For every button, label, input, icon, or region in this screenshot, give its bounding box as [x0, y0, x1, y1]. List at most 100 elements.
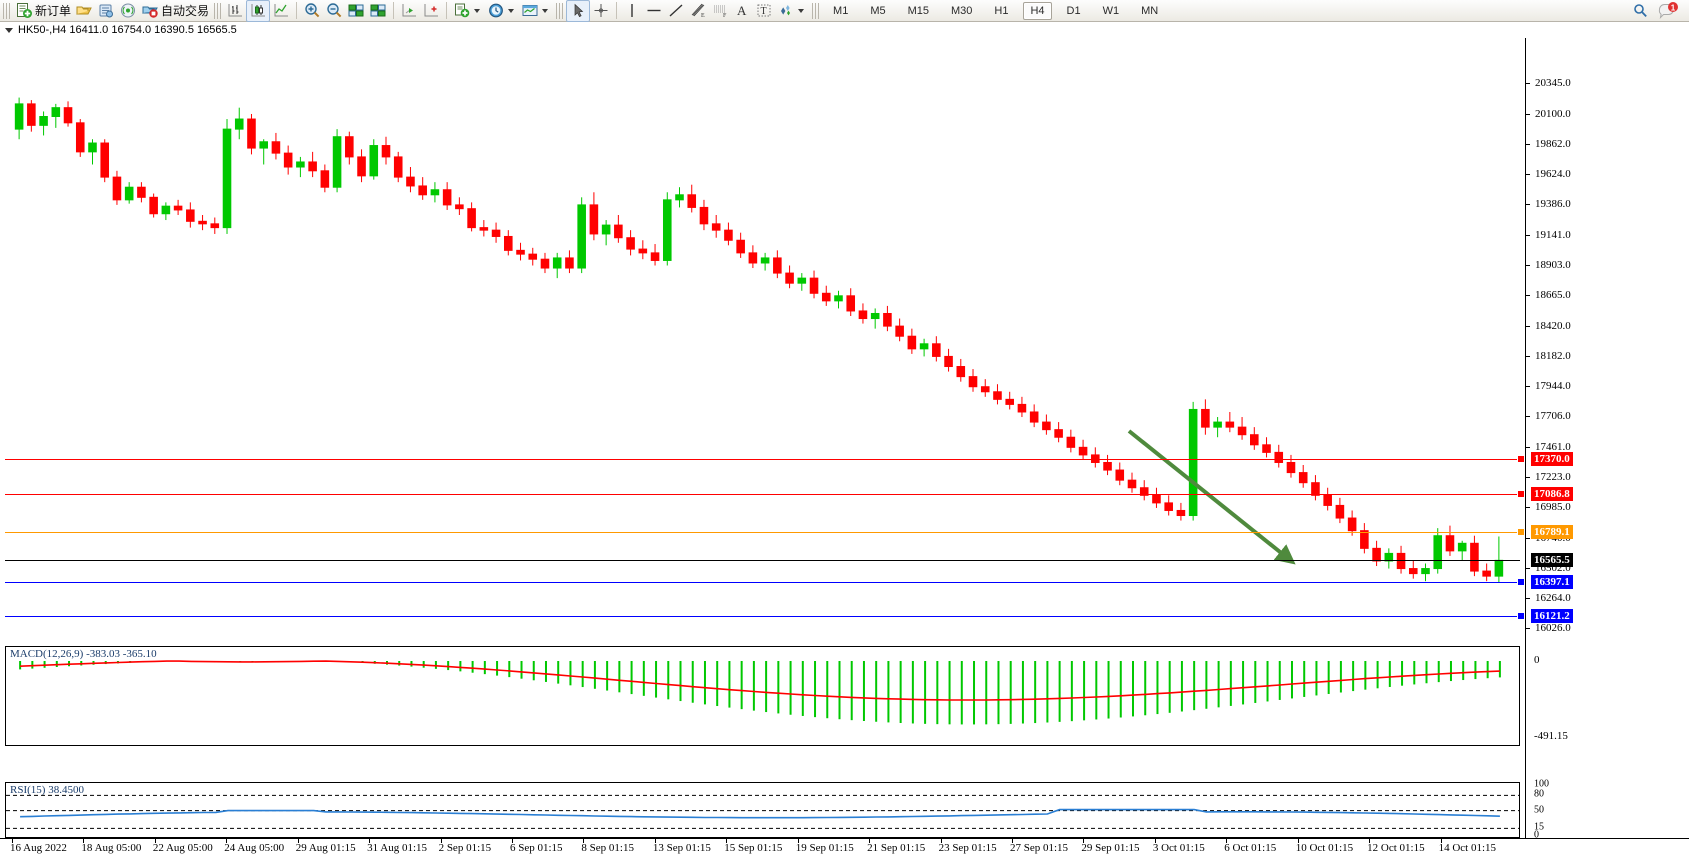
notifications-icon[interactable]: 1	[1657, 2, 1679, 19]
chart-area[interactable]: 20345.0 20100.0 19862.0 19624.0 19386.0 19141…	[0, 38, 1689, 859]
zoom-out-button[interactable]	[323, 1, 345, 21]
timeframe-h4[interactable]: H4	[1023, 1, 1052, 20]
period-button[interactable]	[485, 1, 519, 21]
time-tick	[726, 839, 728, 843]
price-axis-label: 17944.0	[1535, 380, 1571, 393]
print-preview-button[interactable]	[95, 1, 117, 21]
svg-text:F: F	[723, 13, 727, 19]
vertical-line-button[interactable]	[621, 1, 643, 21]
chart-shift-button[interactable]	[398, 1, 420, 21]
price-line-current-price[interactable]	[5, 560, 1520, 562]
price-plot[interactable]	[5, 38, 1525, 838]
price-tag-resistance-2[interactable]: 17086.8	[1531, 487, 1573, 502]
text-label-button[interactable]: T	[753, 1, 775, 21]
timeframe-w1[interactable]: W1	[1102, 4, 1120, 17]
timeframe-m30[interactable]: M30	[951, 4, 973, 17]
folder-button[interactable]	[73, 1, 95, 21]
candle-body	[589, 204, 599, 235]
add-indicator-button[interactable]	[451, 1, 485, 21]
chevron-down-icon[interactable]	[474, 8, 481, 13]
price-line-handle-support-2[interactable]	[1517, 612, 1525, 621]
price-axis-label: 18665.0	[1535, 289, 1571, 302]
page-title: HK50-,H4 16411.0 16754.0 16390.5 16565.5	[18, 24, 237, 36]
toolbar-grip[interactable]	[3, 2, 10, 19]
horizontal-line-button[interactable]	[643, 1, 665, 21]
search-icon[interactable]	[1631, 2, 1649, 19]
macd-signal-line	[20, 660, 1500, 701]
candle-body	[75, 122, 85, 153]
shapes-button[interactable]	[775, 1, 809, 21]
tile-windows-icon	[347, 2, 365, 19]
time-axis-label: 21 Sep 01:15	[867, 842, 926, 854]
timeframe-group: M1 M5 M15 M30 H1 H4 D1 W1 MN	[826, 1, 1165, 20]
candle-body	[1176, 509, 1186, 517]
cursor-button[interactable]	[566, 0, 591, 22]
price-tag-support-1[interactable]: 16397.1	[1531, 574, 1573, 589]
price-tag-resistance-1[interactable]: 17370.0	[1531, 451, 1573, 466]
zoom-in-button[interactable]	[301, 1, 323, 21]
line-chart-button[interactable]	[270, 1, 292, 21]
data-window-button[interactable]	[367, 1, 389, 21]
price-line-support-1[interactable]	[5, 581, 1520, 583]
crosshair-button[interactable]	[590, 1, 612, 21]
time-axis-label: 18 Aug 05:00	[81, 842, 142, 854]
price-line-pivot[interactable]	[5, 532, 1520, 534]
rsi-panel[interactable]: RSI(15) 38.4500	[5, 782, 1520, 838]
text-button[interactable]: A	[731, 1, 753, 21]
price-axis-label: 18182.0	[1535, 350, 1571, 363]
macd-panel[interactable]: MACD(12,26,9) -383.03 -365.10	[5, 646, 1520, 746]
price-line-resistance-1[interactable]	[5, 458, 1520, 460]
toolbar-grip-4[interactable]	[812, 2, 820, 19]
chevron-down-icon-3[interactable]	[542, 8, 549, 13]
toolbar-grip-3[interactable]	[556, 2, 564, 19]
timeframe-m15[interactable]: M15	[907, 4, 929, 17]
candlestick-chart-button[interactable]	[246, 0, 271, 22]
price-line-resistance-2[interactable]	[5, 494, 1520, 496]
auto-scroll-button[interactable]	[420, 1, 442, 21]
price-line-handle-resistance-2[interactable]	[1517, 490, 1525, 499]
price-tag-current-price[interactable]: 16565.5	[1531, 553, 1573, 568]
candlestick-series	[14, 97, 1504, 583]
time-tick	[1226, 839, 1228, 843]
candle-body	[785, 272, 794, 284]
timeframe-d1[interactable]: D1	[1066, 4, 1081, 17]
fibonacci-button[interactable]: F	[709, 1, 731, 21]
time-tick	[1440, 839, 1442, 843]
price-tag-pivot[interactable]: 16789.1	[1531, 525, 1573, 540]
trendline-button[interactable]	[665, 1, 687, 21]
broadcast-button[interactable]	[117, 1, 139, 21]
candle-body	[932, 343, 941, 357]
price-line-handle-pivot[interactable]	[1517, 528, 1525, 537]
price-tick	[1526, 507, 1530, 509]
timeframe-mn[interactable]: MN	[1141, 4, 1159, 17]
auto-scroll-icon	[422, 2, 440, 19]
new-order-button[interactable]: 新订单	[13, 1, 73, 21]
equidistant-channel-button[interactable]: E	[687, 1, 709, 21]
time-axis[interactable]: 16 Aug 2022 18 Aug 05:00 22 Aug 05:00 24 Au…	[0, 838, 1689, 859]
timeframe-m5[interactable]: M5	[870, 4, 886, 17]
candle-body	[760, 257, 770, 264]
toolbar-separator-3	[446, 2, 448, 19]
price-tag-support-2[interactable]: 16121.2	[1531, 609, 1573, 624]
price-line-handle-support-1[interactable]	[1517, 577, 1525, 586]
auto-trading-button[interactable]: 自动交易	[139, 1, 211, 21]
time-axis-label: 23 Sep 01:15	[938, 842, 997, 854]
toolbar-grip-2[interactable]	[214, 2, 222, 19]
price-line-handle-resistance-1[interactable]	[1517, 454, 1525, 463]
candle-body	[1054, 429, 1063, 438]
chart-menu-icon[interactable]	[5, 27, 13, 33]
price-line-support-2[interactable]	[5, 616, 1520, 618]
timeframe-h1[interactable]: H1	[994, 4, 1009, 17]
candle-body	[1298, 472, 1308, 484]
candle-body	[1005, 398, 1014, 405]
price-axis[interactable]: 20345.0 20100.0 19862.0 19624.0 19386.0 19141…	[1525, 38, 1689, 838]
bar-chart-button[interactable]	[224, 1, 246, 21]
chevron-down-icon-4[interactable]	[798, 8, 805, 13]
chevron-down-icon-2[interactable]	[508, 8, 515, 13]
time-axis-label: 14 Oct 01:15	[1438, 842, 1497, 854]
candle-body	[662, 199, 672, 261]
timeframe-m1[interactable]: M1	[833, 4, 849, 17]
tile-windows-button[interactable]	[345, 1, 367, 21]
candlestick-chart-icon	[249, 2, 267, 19]
templates-button[interactable]	[519, 1, 553, 21]
